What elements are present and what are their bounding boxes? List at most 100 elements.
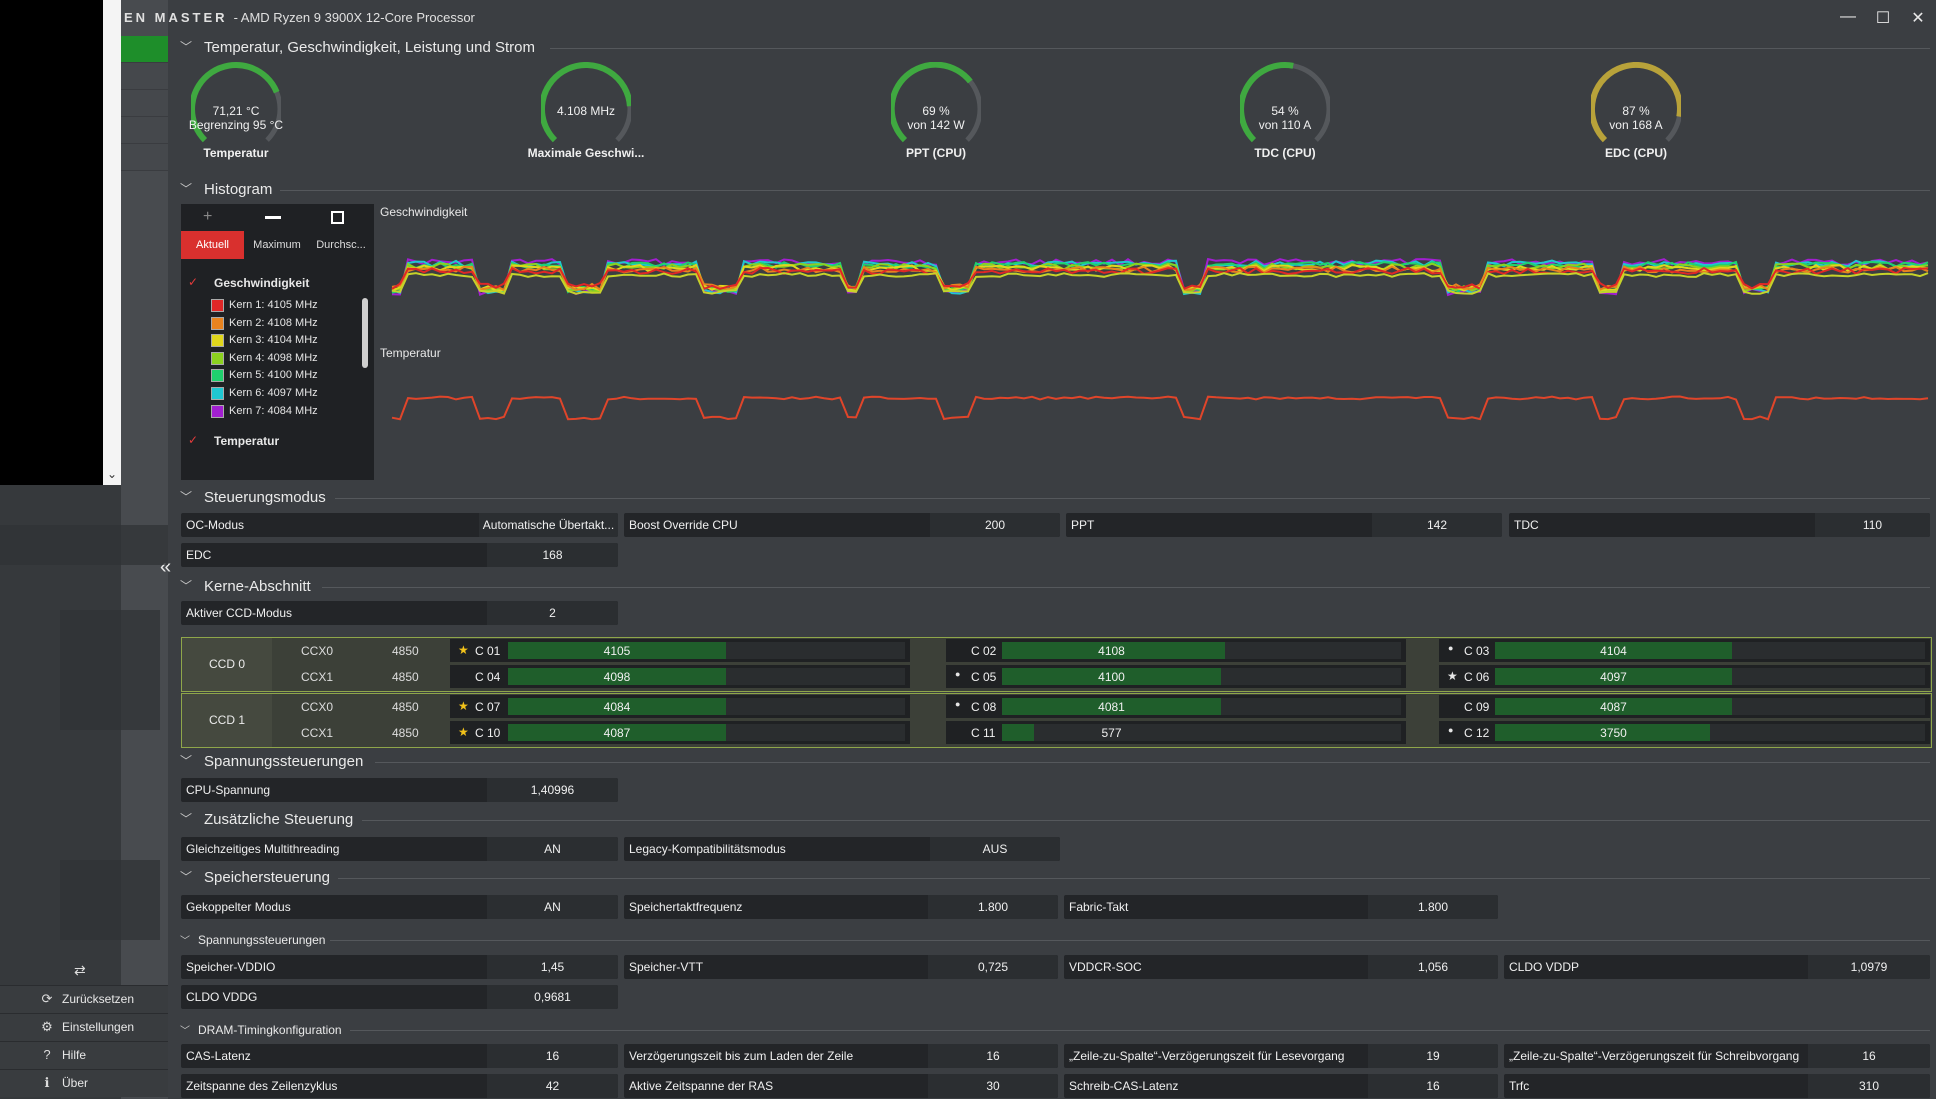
collapse-sidebar-icon[interactable]: « [160,556,172,578]
cldo-vddp-field[interactable]: CLDO VDDP 1,0979 [1504,955,1930,979]
trcd-field[interactable]: Verzögerungszeit bis zum Laden der Zeile… [624,1044,1058,1068]
chevron-down-icon[interactable]: ﹀ [180,490,193,504]
core-c01[interactable]: ★ C 01 4105 [450,639,910,662]
core-c09[interactable]: C 09 4087 [1439,695,1930,718]
maximize-button[interactable]: ☐ [1875,10,1891,27]
sidebar-item-active[interactable] [121,36,168,63]
vtt-value[interactable]: 0,725 [928,955,1058,979]
settings-button[interactable]: ⚙ Einstellungen [0,1013,168,1041]
trfc-field[interactable]: Trfc 310 [1504,1074,1930,1098]
trc-field[interactable]: Zeitspanne des Zeilenzyklus 42 [181,1074,618,1098]
vddcr-soc-field[interactable]: VDDCR-SOC 1,056 [1064,955,1498,979]
vtt-field[interactable]: Speicher-VTT 0,725 [624,955,1058,979]
compare-icon[interactable]: ⇄ [74,962,86,978]
reset-button[interactable]: ⟳ Zurücksetzen [0,985,168,1013]
core-c07[interactable]: ★ C 07 4084 [450,695,910,718]
sidebar-item[interactable] [121,63,168,90]
mem-freq-field[interactable]: Speichertaktfrequenz 1.800 [624,895,1058,919]
chevron-down-icon[interactable]: ﹀ [180,579,193,593]
cpu-voltage-field[interactable]: CPU-Spannung 1,40996 [181,778,618,802]
cas-latency-field[interactable]: CAS-Latenz 16 [181,1044,618,1068]
vddio-field[interactable]: Speicher-VDDIO 1,45 [181,955,618,979]
sidebar-item[interactable] [121,117,168,144]
legend-color-checkbox[interactable] [211,299,224,312]
chevron-down-icon[interactable]: ﹀ [180,812,193,826]
tcwl-field[interactable]: Schreib-CAS-Latenz 16 [1064,1074,1498,1098]
coupled-mode-value[interactable]: AN [487,895,618,919]
core-c08[interactable]: ● C 08 4081 [946,695,1406,718]
chevron-down-icon[interactable]: ﹀ [180,182,193,196]
trc-value[interactable]: 42 [487,1074,618,1098]
smt-value[interactable]: AN [487,837,618,861]
legend-color-checkbox[interactable] [211,351,224,365]
legend-color-checkbox[interactable] [211,387,224,400]
checkmark-icon[interactable]: ✓ [188,433,199,447]
legend-scrollbar[interactable] [362,298,368,368]
ppt-field[interactable]: PPT 142 [1066,513,1502,537]
edc-value[interactable]: 168 [487,543,618,567]
tdc-field[interactable]: TDC 110 [1509,513,1930,537]
tras-value[interactable]: 30 [928,1074,1058,1098]
tab-average[interactable]: Durchsc... [316,239,366,251]
trcdrd-field[interactable]: „Zeile-zu-Spalte“-Verzögerungszeit für L… [1064,1044,1498,1068]
about-button[interactable]: ℹ Über [0,1069,168,1097]
trcdwr-value[interactable]: 16 [1808,1044,1930,1068]
vddcr-soc-value[interactable]: 1,056 [1368,955,1498,979]
sidebar-item[interactable] [121,144,168,171]
boost-override-value[interactable]: 200 [930,513,1060,537]
tab-current[interactable]: Aktuell [181,231,244,259]
fabric-clock-field[interactable]: Fabric-Takt 1.800 [1064,895,1498,919]
cpu-voltage-value[interactable]: 1,40996 [487,778,618,802]
minus-icon[interactable] [265,216,281,219]
trcdrd-value[interactable]: 19 [1368,1044,1498,1068]
trcdwr-field[interactable]: „Zeile-zu-Spalte“-Verzögerungszeit für S… [1504,1044,1930,1068]
expand-icon[interactable] [331,211,344,224]
chevron-down-icon[interactable]: ⌄ [107,467,118,481]
legend-color-checkbox[interactable] [211,369,224,383]
legacy-mode-value[interactable]: AUS [930,837,1060,861]
chevron-down-icon[interactable]: ﹀ [180,754,193,768]
trcd-value[interactable]: 16 [928,1044,1058,1068]
cldo-vddp-value[interactable]: 1,0979 [1808,955,1930,979]
cldo-vddg-field[interactable]: CLDO VDDG 0,9681 [181,985,618,1009]
legend-color-checkbox[interactable] [211,334,224,348]
cas-latency-value[interactable]: 16 [487,1044,618,1068]
oc-mode-value[interactable]: Automatische Übertakt... [479,513,618,537]
zoom-in-icon[interactable]: + [203,208,213,225]
smt-field[interactable]: Gleichzeitiges Multithreading AN [181,837,618,861]
checkmark-icon[interactable]: ✓ [188,275,199,289]
ppt-value[interactable]: 142 [1372,513,1502,537]
coupled-mode-field[interactable]: Gekoppelter Modus AN [181,895,618,919]
boost-override-field[interactable]: Boost Override CPU 200 [624,513,1060,537]
core-c11[interactable]: C 11 577 [946,721,1406,744]
core-c06[interactable]: ★ C 06 4097 [1439,665,1930,688]
tab-maximum[interactable]: Maximum [253,239,301,251]
mem-freq-value[interactable]: 1.800 [928,895,1058,919]
chevron-down-icon[interactable]: ﹀ [180,40,193,54]
minimize-button[interactable]: — [1840,8,1856,25]
core-c05[interactable]: ● C 05 4100 [946,665,1406,688]
close-button[interactable]: ✕ [1911,10,1925,27]
cldo-vddg-value[interactable]: 0,9681 [487,985,618,1009]
legend-color-checkbox[interactable] [211,404,224,418]
oc-mode-field[interactable]: OC-Modus Automatische Übertakt... [181,513,618,537]
trfc-value[interactable]: 310 [1808,1074,1930,1098]
core-c10[interactable]: ★ C 10 4087 [450,721,910,744]
tcwl-value[interactable]: 16 [1368,1074,1498,1098]
sidebar-item[interactable] [121,90,168,117]
core-c04[interactable]: C 04 4098 [450,665,910,688]
core-c02[interactable]: C 02 4108 [946,639,1406,662]
core-c12[interactable]: ● C 12 3750 [1439,721,1930,744]
core-c03[interactable]: ● C 03 4104 [1439,639,1930,662]
scrollbar-strip[interactable]: ⌄ [103,0,121,485]
tdc-value[interactable]: 110 [1815,513,1930,537]
fabric-clock-value[interactable]: 1.800 [1368,895,1498,919]
legend-color-checkbox[interactable] [211,316,224,330]
edc-field[interactable]: EDC 168 [181,543,618,567]
chevron-down-icon[interactable]: ﹀ [180,870,193,884]
vddio-value[interactable]: 1,45 [487,955,618,979]
legacy-mode-field[interactable]: Legacy-Kompatibilitätsmodus AUS [624,837,1060,861]
tras-field[interactable]: Aktive Zeitspanne der RAS 30 [624,1074,1058,1098]
help-button[interactable]: ? Hilfe [0,1041,168,1069]
chevron-down-icon[interactable]: ﹀ [180,936,190,947]
